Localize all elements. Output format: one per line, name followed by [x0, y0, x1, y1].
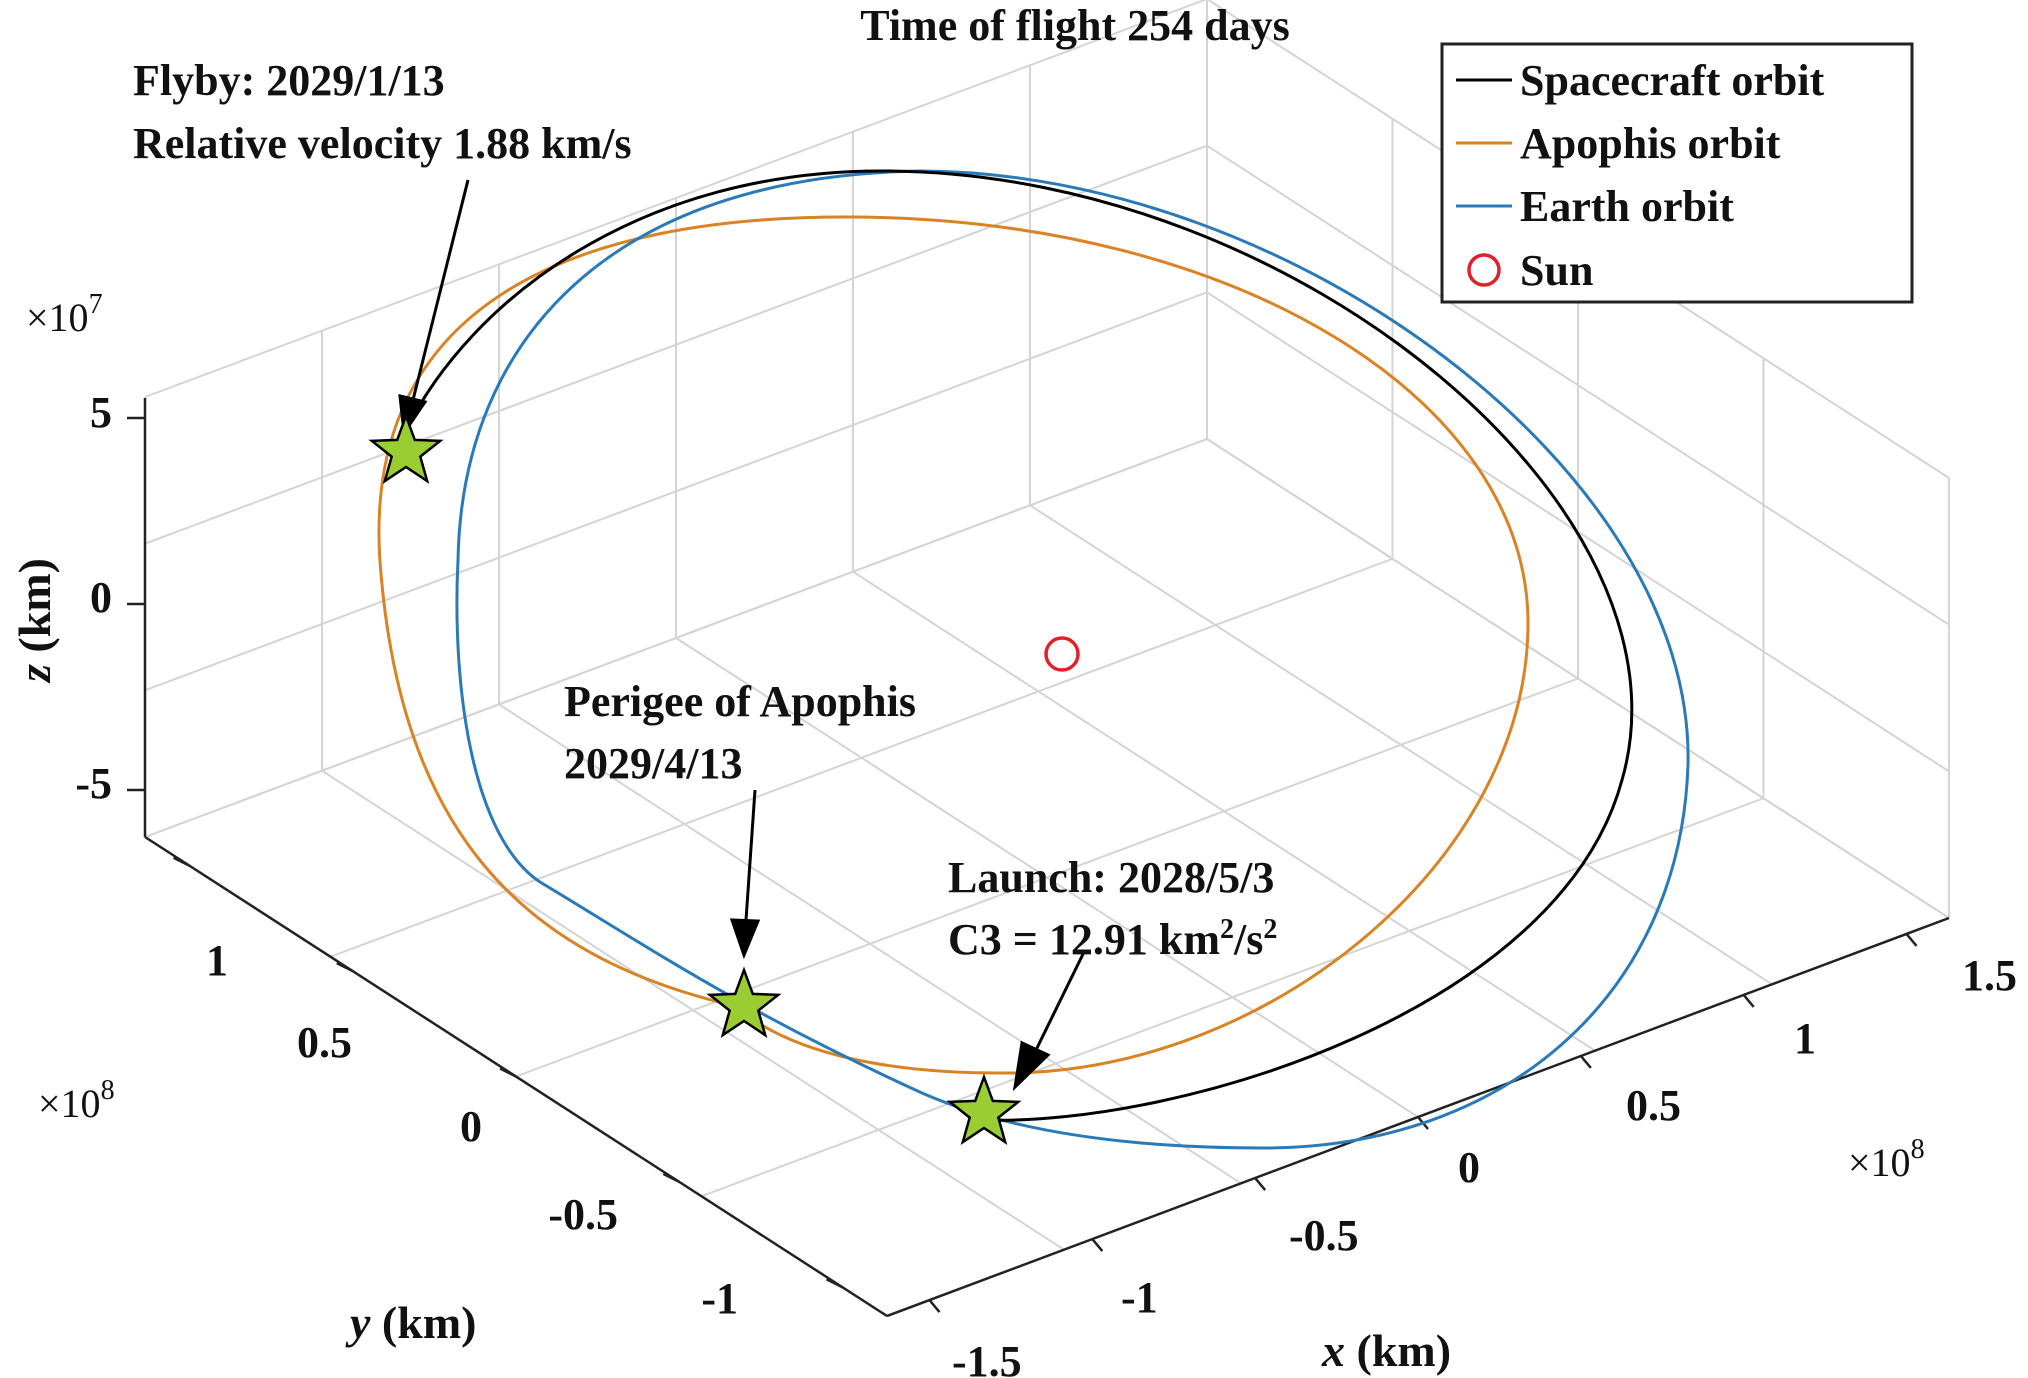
- x-axis-unit: (km): [1345, 1325, 1451, 1376]
- flyby-annotation-line1: Flyby: 2029/1/13: [133, 56, 445, 105]
- x-exponent-base: ×10: [1848, 1140, 1911, 1185]
- launch-c3-sup1: 2: [1220, 914, 1234, 945]
- y-tick-label: 1: [206, 936, 228, 985]
- z-tick-label: 0: [90, 573, 112, 622]
- z-tick-labels: 5 0 -5: [75, 388, 112, 808]
- flyby-arrow: [411, 179, 470, 401]
- floor-grid-line: [515, 677, 1579, 1078]
- z-tick-label: 5: [90, 388, 112, 437]
- z-axis-label: z (km): [9, 558, 60, 684]
- x-tick-mark: [1742, 994, 1755, 1008]
- series-spacecraft-orbit: [403, 169, 1634, 1122]
- x-tick-mark: [928, 1299, 941, 1313]
- sun-marker: [1044, 636, 1080, 672]
- perigee-annotation-line2: 2029/4/13: [564, 739, 742, 788]
- perigee-star-marker: [706, 966, 782, 1039]
- chart-title: Time of flight 254 days: [860, 1, 1289, 50]
- perigee-arrowhead: [729, 918, 761, 960]
- x-tick-label: 1: [1794, 1014, 1816, 1063]
- legend: Spacecraft orbit Apophis orbit Earth orb…: [1440, 42, 1914, 304]
- z-exponent-power: 7: [89, 289, 103, 320]
- legend-label-sun: Sun: [1520, 246, 1593, 295]
- x-tick-label: -0.5: [1289, 1211, 1359, 1260]
- x-tick-mark: [1091, 1238, 1104, 1252]
- z-exponent-label: ×107: [26, 289, 103, 340]
- legend-sun-marker: [1467, 253, 1501, 287]
- flyby-star-marker: [368, 412, 444, 485]
- y-tick-label: -1: [701, 1274, 738, 1323]
- perigee-annotation-line1: Perigee of Apophis: [564, 677, 916, 726]
- y-exponent-power: 8: [101, 1075, 115, 1106]
- launch-c3-mid: /s: [1233, 915, 1263, 964]
- event-markers: [368, 412, 1022, 1146]
- y-axis-var: y: [345, 1297, 371, 1348]
- tick-marks: [127, 416, 1918, 1313]
- legend-box: [1440, 42, 1914, 304]
- launch-arrowhead: [1012, 1040, 1051, 1092]
- floor-grid-line: [701, 797, 1764, 1198]
- x-tick-label: 0.5: [1626, 1081, 1681, 1130]
- x-tick-mark: [1254, 1177, 1267, 1191]
- y-exponent-label: ×108: [38, 1075, 115, 1126]
- z-exponent-base: ×10: [26, 295, 89, 340]
- x-tick-label: -1.5: [952, 1337, 1022, 1378]
- y-tick-mark: [662, 1172, 680, 1183]
- series-apophis-orbit: [377, 215, 1530, 1075]
- legend-label-earth: Earth orbit: [1520, 182, 1734, 231]
- y-axis-unit: (km): [370, 1297, 476, 1348]
- annotation-arrows: [398, 179, 1087, 1092]
- z-axis-var: z: [9, 664, 60, 684]
- launch-annotation-line2: C3 = 12.91 km2/s2: [948, 914, 1277, 964]
- x-tick-label: 1.5: [1962, 951, 2017, 1000]
- z-tick-label: -5: [75, 759, 112, 808]
- legend-label-apophis: Apophis orbit: [1520, 119, 1781, 168]
- z-axis-unit: (km): [9, 558, 60, 664]
- orbits: [377, 169, 1690, 1150]
- annotations: Flyby: 2029/1/13 Relative velocity 1.88 …: [133, 56, 1277, 964]
- y-tick-mark: [499, 1067, 517, 1078]
- y-axis-label: y (km): [345, 1297, 476, 1348]
- x-tick-mark: [1579, 1055, 1592, 1069]
- launch-annotation-line1: Launch: 2028/5/3: [948, 853, 1274, 902]
- y-tick-labels: 1 0.5 0 -0.5 -1: [206, 936, 738, 1323]
- series-earth-orbit: [455, 169, 1690, 1150]
- launch-arrow: [1034, 949, 1087, 1051]
- y-tick-label: 0.5: [297, 1018, 352, 1067]
- y-tick-label: -0.5: [548, 1190, 618, 1239]
- flyby-annotation-line2: Relative velocity 1.88 km/s: [133, 119, 632, 168]
- legend-label-spacecraft: Spacecraft orbit: [1520, 56, 1825, 105]
- y-exponent-base: ×10: [38, 1081, 101, 1126]
- y-tick-mark: [172, 856, 191, 867]
- x-axis-var: x: [1321, 1325, 1345, 1376]
- x-tick-labels: -1.5 -1 -0.5 0 0.5 1 1.5: [952, 951, 2017, 1378]
- x-tick-label: -1: [1121, 1273, 1158, 1322]
- launch-c3-prefix: C3 = 12.91 km: [948, 915, 1220, 964]
- launch-c3-sup2: 2: [1263, 914, 1277, 945]
- perigee-arrow: [744, 789, 757, 921]
- y-tick-mark: [825, 1278, 844, 1289]
- y-tick-mark: [336, 962, 354, 973]
- x-tick-label: 0: [1458, 1143, 1480, 1192]
- x-exponent-power: 8: [1911, 1134, 1925, 1165]
- y-tick-label: 0: [460, 1102, 482, 1151]
- x-axis-label: x (km): [1321, 1325, 1451, 1376]
- launch-star-marker: [946, 1073, 1022, 1146]
- x-tick-mark: [1905, 933, 1918, 947]
- x-exponent-label: ×108: [1848, 1134, 1925, 1185]
